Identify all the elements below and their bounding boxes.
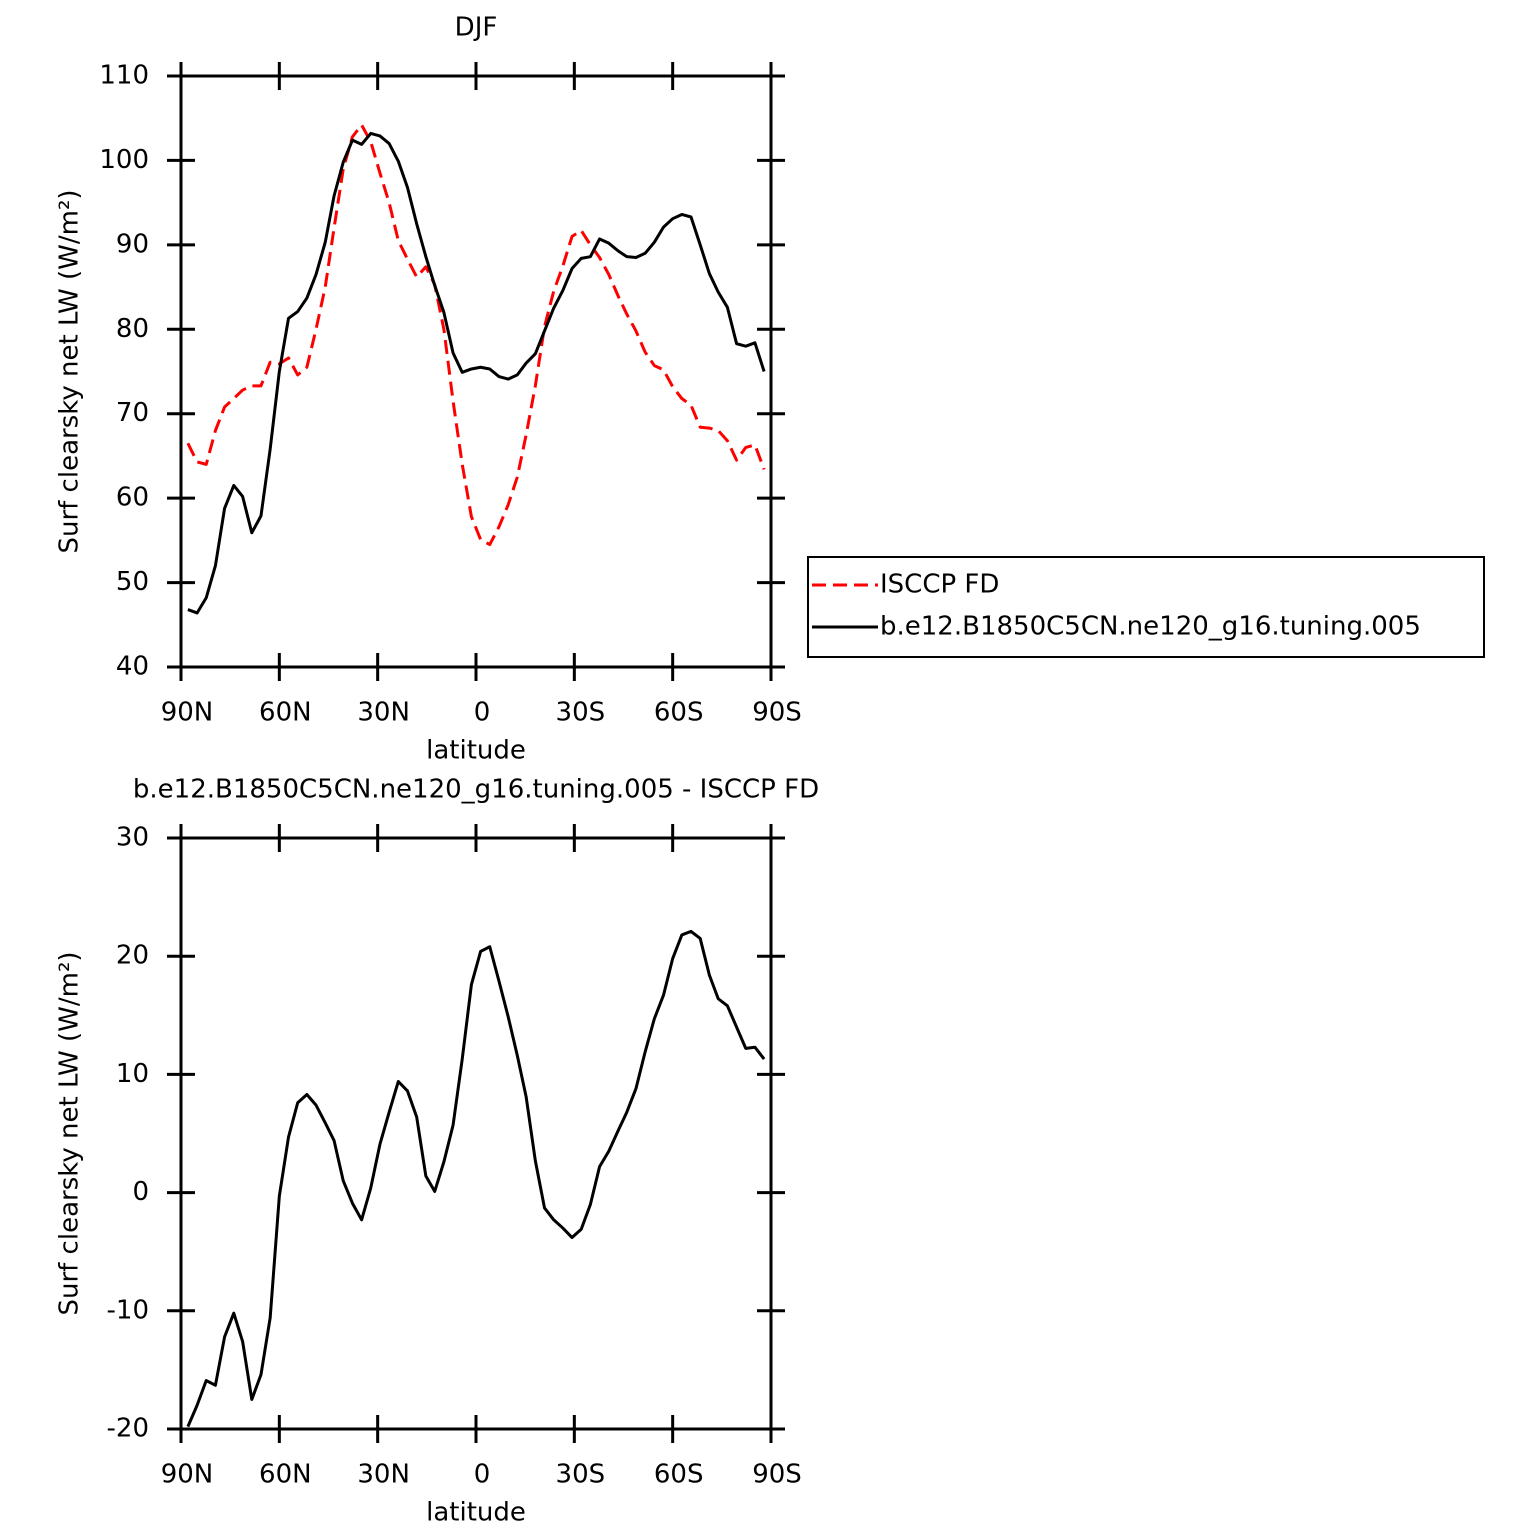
- y-tick-label: 20: [116, 941, 149, 971]
- x-tick-label: 30N: [357, 698, 410, 728]
- chart-title: b.e12.B1850C5CN.ne120_g16.tuning.005 - I…: [133, 775, 819, 805]
- y-tick-label: 70: [116, 398, 149, 428]
- x-tick-label: 90S: [752, 1460, 802, 1490]
- x-tick-label: 60S: [654, 1460, 704, 1490]
- chart-title: DJF: [455, 13, 498, 43]
- y-axis-label: Surf clearsky net LW (W/m²): [55, 189, 85, 553]
- y-tick-label: 0: [132, 1177, 149, 1207]
- y-tick-label: -10: [107, 1295, 149, 1325]
- y-tick-label: -20: [107, 1414, 149, 1444]
- y-tick-label: 80: [116, 314, 149, 344]
- data-line: [187, 131, 766, 615]
- x-tick-label: 60N: [259, 698, 312, 728]
- x-tick-label: 60S: [654, 698, 704, 728]
- y-tick-label: 30: [116, 823, 149, 853]
- plot-frame: [179, 836, 773, 1431]
- x-tick-label: 0: [474, 698, 491, 728]
- x-tick-label: 0: [474, 1460, 491, 1490]
- x-tick-label: 90N: [161, 1460, 214, 1490]
- y-tick-label: 50: [116, 567, 149, 597]
- y-tick-label: 10: [116, 1059, 149, 1089]
- data-line: [186, 123, 766, 547]
- legend-label: b.e12.B1850C5CN.ne120_g16.tuning.005: [880, 612, 1421, 642]
- x-tick-label: 90S: [752, 698, 802, 728]
- x-tick-label: 30S: [556, 1460, 606, 1490]
- x-axis-label: latitude: [426, 736, 526, 766]
- x-tick-label: 30N: [357, 1460, 410, 1490]
- y-tick-label: 40: [116, 652, 149, 682]
- y-tick-label: 90: [116, 229, 149, 259]
- y-tick-label: 60: [116, 483, 149, 513]
- x-tick-label: 60N: [259, 1460, 312, 1490]
- x-axis-label: latitude: [426, 1498, 526, 1528]
- y-axis-label: Surf clearsky net LW (W/m²): [55, 951, 85, 1315]
- data-line: [186, 929, 766, 1428]
- y-tick-label: 110: [99, 61, 149, 91]
- legend-box: [807, 556, 1485, 658]
- x-tick-label: 30S: [556, 698, 606, 728]
- y-tick-label: 100: [99, 145, 149, 175]
- plot-frame: [179, 74, 773, 669]
- x-tick-label: 90N: [161, 698, 214, 728]
- legend-label: ISCCP FD: [880, 570, 999, 600]
